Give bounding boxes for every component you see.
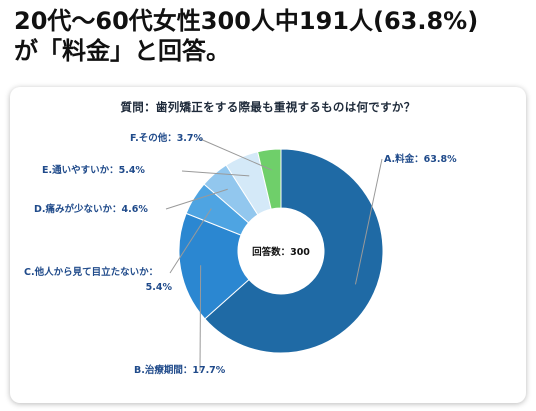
donut-chart: A.料金：63.8% B.治療期間：17.7% C.他人から見て目立たないか： 5.4… xyxy=(24,132,457,376)
slice-label: F.その他：3.7% xyxy=(130,132,204,144)
center-label: 回答数：300 xyxy=(252,246,310,258)
leader-line xyxy=(354,158,383,285)
headline-line-2: が「料金」と回答。 xyxy=(14,37,230,65)
slice-label: A.料金：63.8% xyxy=(384,153,457,165)
slice-other xyxy=(257,148,282,210)
chart-title: 質問：歯列矯正をする際最も重視するものは何ですか？ xyxy=(120,100,416,114)
leader-line xyxy=(199,265,202,372)
chart-card: 質問：歯列矯正をする際最も重視するものは何ですか？ A.料金：63.8% B.治療… xyxy=(10,87,526,403)
slice-fee xyxy=(204,148,384,354)
slice-label: C.他人から見て目立たないか： 5.4% xyxy=(24,266,172,293)
headline-line-1: 20代〜60代女性300人中191人(63.8%) xyxy=(14,7,479,35)
slice-label: B.治療期間：17.7% xyxy=(134,364,226,376)
leader-line xyxy=(197,137,272,171)
leader-line xyxy=(169,208,212,274)
slice-label: E.通いやすいか：5.4% xyxy=(42,165,145,176)
slice-treatment-period xyxy=(178,212,250,320)
leader-line xyxy=(181,170,250,177)
slice-label: D.痛みが少ないか：4.6% xyxy=(34,203,148,215)
leader-line xyxy=(165,188,228,210)
headline: 20代〜60代女性300人中191人(63.8%) が「料金」と回答。 xyxy=(14,6,526,66)
